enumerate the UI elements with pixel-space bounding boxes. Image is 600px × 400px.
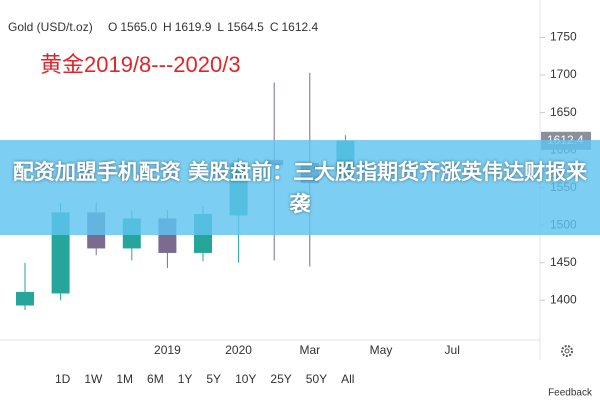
banner: 配资加盟手机配资 美股盘前：三大股指期货齐涨英伟达财报来袭 <box>0 140 600 235</box>
range-button[interactable]: All <box>341 372 355 386</box>
legend-key: H <box>163 20 172 34</box>
range-button[interactable]: 6M <box>147 372 164 386</box>
feedback[interactable]: Feedback <box>548 388 593 399</box>
range-button[interactable]: 5Y <box>206 372 222 386</box>
legend-value: 1619.9 <box>175 20 212 34</box>
y-tick-label: 1700 <box>550 67 577 81</box>
legend-key: O <box>108 20 117 34</box>
range-button[interactable]: 25Y <box>270 372 292 386</box>
range-buttons: 1D 1W 1M 6M 1Y 5Y 10Y 25Y 50Y All <box>48 368 361 390</box>
banner-text: 配资加盟手机配资 美股盘前：三大股指期货齐涨英伟达财报来袭 <box>12 159 588 216</box>
settings-icon[interactable] <box>561 345 573 357</box>
legend-value: 1564.5 <box>227 20 264 34</box>
legend-key: L <box>217 20 224 34</box>
y-tick-label: 1450 <box>550 255 577 269</box>
annotation: 黄金2019/8---2020/3 <box>40 52 241 77</box>
legend-key: C <box>270 20 279 34</box>
legend-value: 1612.4 <box>281 20 318 34</box>
x-tick-label: May <box>370 343 393 357</box>
y-tick-label: 1750 <box>550 30 577 44</box>
range-button[interactable]: 1M <box>116 372 134 386</box>
x-tick-label: Jul <box>445 343 460 357</box>
range-button[interactable]: 10Y <box>235 372 257 386</box>
legend-value: 1565.0 <box>120 20 157 34</box>
x-tick-label: Mar <box>299 343 320 357</box>
x-tick-label: 2020 <box>225 343 252 357</box>
symbol: Gold (USD/t.oz) <box>8 20 93 34</box>
x-tick-label: 2019 <box>154 343 181 357</box>
range-button[interactable]: 1Y <box>177 372 193 386</box>
range-button[interactable]: 50Y <box>305 372 328 386</box>
candle-body <box>16 291 34 306</box>
y-tick-label: 1400 <box>550 292 577 306</box>
range-button[interactable]: 1W <box>84 372 103 386</box>
y-tick-label: 1650 <box>550 105 577 119</box>
range-button[interactable]: 1D <box>55 372 71 386</box>
